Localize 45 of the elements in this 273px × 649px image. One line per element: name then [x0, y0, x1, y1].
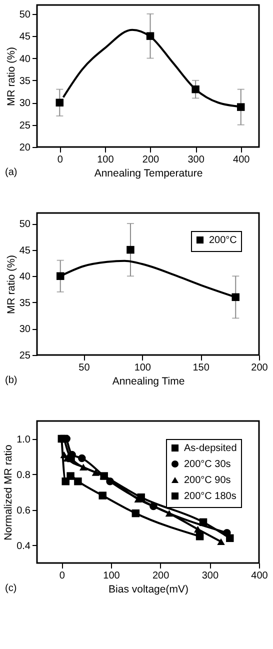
y-tick-label: 45: [19, 245, 31, 256]
x-tick-label: 100: [97, 154, 114, 166]
text: (b): [5, 375, 18, 386]
y-axis-title: Normalized MR ratio: [2, 444, 15, 540]
x-tick-label: 400: [233, 154, 250, 166]
x-tick-label: 200: [152, 570, 170, 582]
y-tick-label: 35: [19, 76, 31, 87]
x-tick-label: 100: [134, 362, 152, 374]
y-tick-label: 30: [19, 98, 31, 110]
y-tick-label: 45: [19, 32, 31, 43]
y-tick-label: 25: [19, 350, 31, 362]
y-tick-label: 40: [19, 54, 31, 65]
x-axis-title: Annealing Temperature: [94, 168, 203, 180]
y-tick-label: 40: [19, 272, 31, 283]
x-tick-label: 150: [192, 362, 210, 374]
y-axis-title: MR ratio (%): [5, 47, 18, 106]
legend-label: 200°C 90s: [184, 475, 231, 486]
x-axis-title: Annealing Time: [112, 376, 185, 388]
text: (c): [5, 583, 17, 594]
legend-label: As-depsited: [184, 443, 237, 454]
y-tick-label: 0.8: [16, 470, 31, 481]
y-tick-label: 50: [19, 9, 31, 20]
legend-label: 200°C 30s: [184, 459, 231, 470]
x-tick-label: 0: [59, 570, 66, 582]
x-tick-label: 200: [142, 154, 160, 166]
legend-label: 200°C 180s: [184, 491, 236, 502]
x-tick-label: 200: [251, 362, 268, 374]
y-tick-label: 0.4: [16, 540, 31, 552]
x-tick-label: 100: [103, 570, 120, 582]
y-tick-label: 30: [19, 324, 31, 336]
text: (a): [5, 167, 18, 178]
y-tick-label: 50: [19, 219, 31, 230]
y-tick-label: 0.6: [16, 505, 31, 516]
legend-label: 200°C: [209, 235, 237, 246]
x-axis-title: Bias voltage(mV): [108, 584, 188, 596]
y-tick-label: 35: [19, 298, 31, 309]
y-tick-label: 1.0: [16, 434, 31, 446]
x-tick-label: 50: [78, 362, 90, 374]
y-tick-label: 20: [19, 142, 31, 154]
y-axis-title: MR ratio (%): [5, 255, 18, 314]
x-tick-label: 300: [202, 570, 219, 582]
y-tick-label: 25: [19, 120, 31, 132]
x-tick-label: 0: [57, 154, 64, 166]
x-tick-label: 300: [188, 154, 205, 166]
x-tick-label: 400: [251, 570, 268, 582]
